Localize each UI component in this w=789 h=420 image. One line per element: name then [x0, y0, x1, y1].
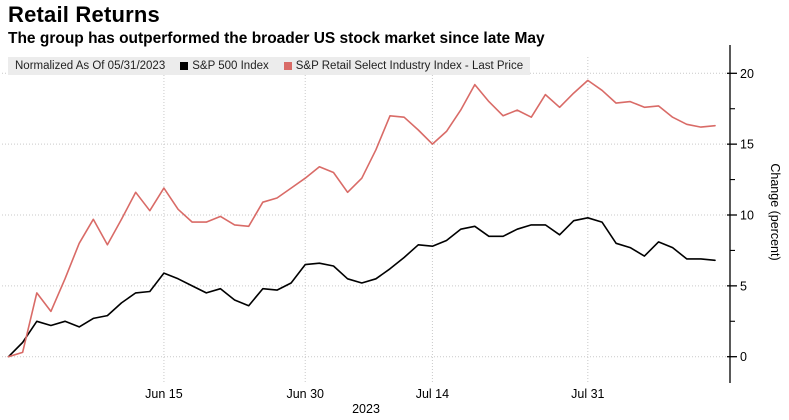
chart-subtitle: The group has outperformed the broader U…	[8, 30, 545, 47]
legend-item-sp500: S&P 500 Index	[180, 60, 269, 72]
y-tick-label-5: 5	[740, 279, 747, 293]
y-tick-label-15: 15	[740, 138, 754, 152]
x-tick-label-06/30: Jun 30	[286, 387, 324, 401]
chart-legend: Normalized As Of 05/31/2023 S&P 500 Inde…	[8, 57, 531, 75]
legend-item-retail: S&P Retail Select Industry Index - Last …	[283, 60, 524, 72]
sp500-swatch-icon	[180, 62, 189, 70]
x-tick-label-06/15: Jun 15	[145, 387, 183, 401]
y-axis-title: Change (percent)	[768, 163, 782, 260]
series-line-sp500	[7, 217, 716, 358]
y-tick-label-20: 20	[740, 67, 754, 81]
y-tick-label-0: 0	[740, 350, 747, 364]
legend-normalized-label: Normalized As Of 05/31/2023	[15, 60, 166, 72]
x-axis-year-label: 2023	[352, 402, 380, 416]
chart-title: Retail Returns	[8, 2, 160, 27]
retail-swatch-icon	[283, 62, 292, 70]
legend-item-label: S&P 500 Index	[192, 60, 269, 72]
x-tick-label-07/31: Jul 31	[571, 387, 604, 401]
legend-item-label: S&P Retail Select Industry Index - Last …	[295, 60, 524, 72]
series-line-retail	[7, 79, 716, 358]
x-tick-label-07/14: Jul 14	[416, 387, 449, 401]
y-tick-label-10: 10	[740, 209, 754, 223]
